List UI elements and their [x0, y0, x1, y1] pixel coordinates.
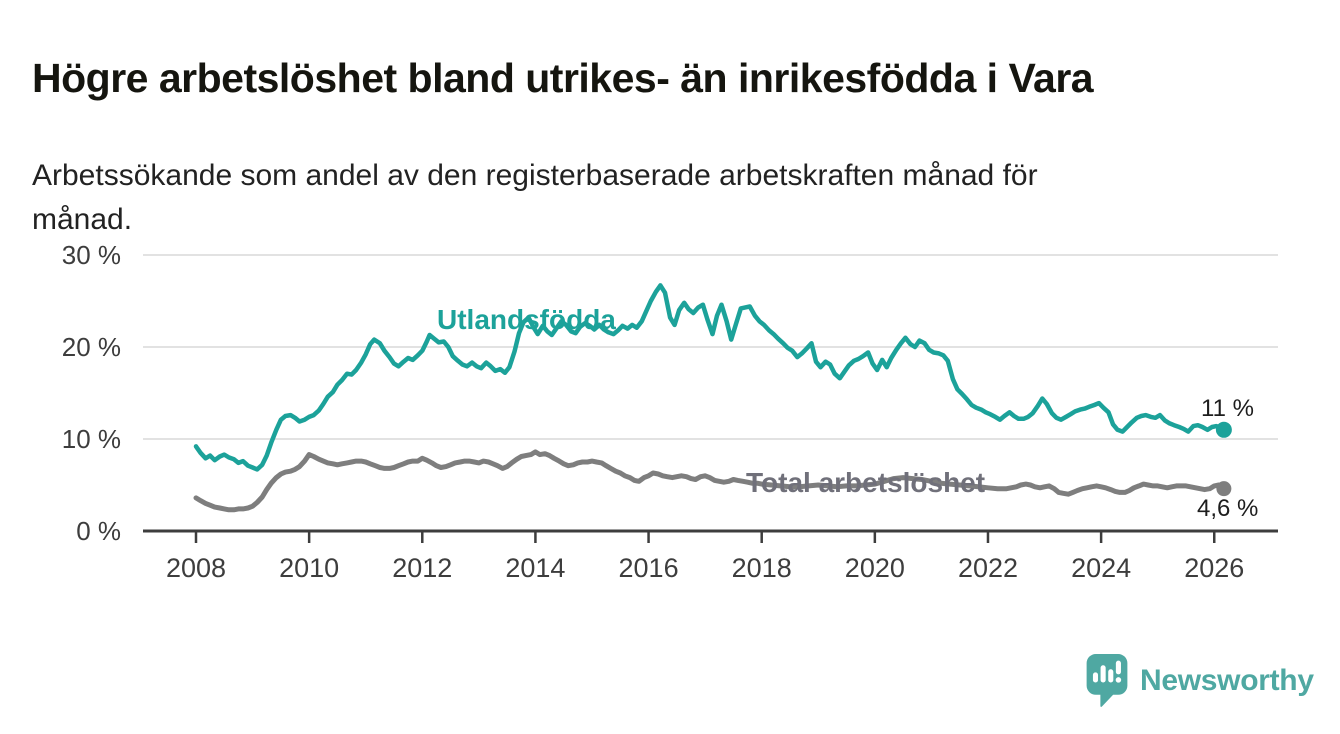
- y-tick-label: 10 %: [62, 424, 121, 454]
- y-tick-label: 20 %: [62, 332, 121, 362]
- x-tick-label: 2016: [619, 553, 679, 583]
- logo-bar-tall: [1100, 665, 1106, 683]
- logo-exclamation-dot: [1115, 677, 1122, 683]
- logo-bar-medium: [1108, 669, 1114, 683]
- newsworthy-logo: Newsworthy: [1085, 654, 1314, 707]
- series-end-value-utlandsfodda: 11 %: [1201, 395, 1254, 422]
- x-tick-label: 2020: [845, 553, 905, 583]
- newsworthy-logo-text: Newsworthy: [1140, 663, 1314, 697]
- x-tick-label: 2026: [1184, 553, 1244, 583]
- series-end-value-total-arbetsloshet: 4,6 %: [1197, 495, 1258, 522]
- series-line-utlandsfodda: [193, 283, 1227, 472]
- page-title: Högre arbetslöshet bland utrikes- än inr…: [32, 55, 1094, 102]
- x-tick-label: 2024: [1071, 553, 1131, 583]
- series-line-total-arbetsloshet: [193, 449, 1227, 513]
- chart-subtitle: Arbetssökande som andel av den registerb…: [32, 159, 1038, 237]
- x-tick-label: 2018: [732, 553, 792, 583]
- logo-exclamation-bar: [1115, 660, 1121, 675]
- x-tick-label: 2010: [279, 553, 339, 583]
- y-tick-label: 0 %: [76, 516, 121, 546]
- newsworthy-logo-icon: [1086, 654, 1128, 707]
- series-end-dot-total-arbetsloshet: [1216, 481, 1232, 497]
- series-end-dot-utlandsfodda: [1215, 421, 1232, 438]
- series-label-utlandsfodda: Utlandsfödda: [437, 304, 616, 335]
- x-tick-label: 2008: [166, 553, 226, 583]
- series-label-total-arbetsloshet: Total arbetslöshet: [746, 467, 985, 498]
- logo-bar-small: [1092, 672, 1099, 683]
- x-tick-label: 2012: [392, 553, 452, 583]
- x-tick-label: 2022: [958, 553, 1018, 583]
- y-tick-label: 30 %: [62, 240, 121, 270]
- x-tick-label: 2014: [505, 553, 565, 583]
